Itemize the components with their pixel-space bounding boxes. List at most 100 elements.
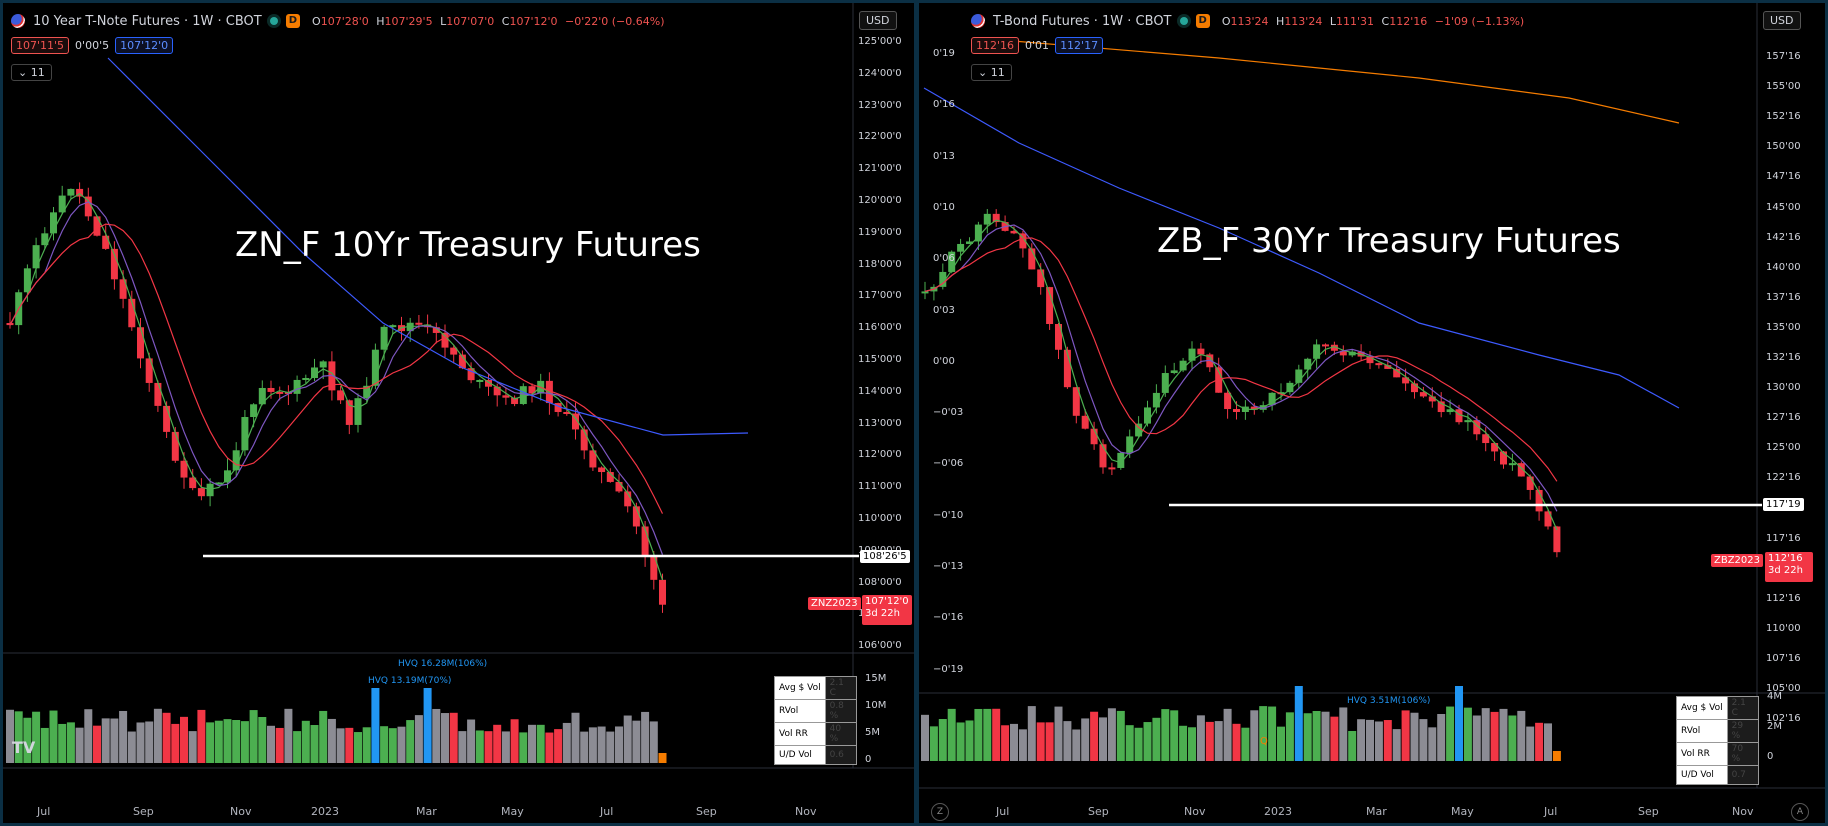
volume-bar [275, 727, 284, 763]
chart-panel-zn[interactable]: 10 Year T-Note Futures · 1W · CBOT D O10… [3, 3, 914, 823]
symbol-title[interactable]: T-Bond Futures · 1W · CBOT [993, 13, 1172, 29]
volume-bar [397, 726, 406, 763]
volume-bar [1517, 710, 1526, 761]
sell-button[interactable]: 112'16 [971, 37, 1020, 54]
axis-tick-label: 102'16 [1766, 713, 1801, 725]
volume-bar [1250, 710, 1259, 761]
candle-body [1215, 367, 1223, 393]
axis-tick-label: 105'00 [1766, 683, 1801, 695]
volume-bar [6, 709, 14, 763]
volume-bar [1330, 716, 1339, 761]
volume-bar [1401, 710, 1410, 761]
candle-body [23, 268, 31, 293]
volume-bar [1152, 717, 1161, 761]
candle-body [589, 450, 597, 468]
candle-body [1081, 415, 1089, 429]
time-axis-label: Jul [37, 805, 51, 818]
symbol-title[interactable]: 10 Year T-Note Futures · 1W · CBOT [33, 13, 262, 29]
volume-bar [938, 719, 947, 761]
axis-tick-label: 107'16 [1766, 653, 1801, 664]
volume-bar [658, 753, 667, 763]
volume-bar [536, 724, 545, 763]
volume-bar [362, 727, 371, 763]
volume-bar [519, 732, 528, 763]
axis-tick-label: 0 [865, 754, 872, 765]
volume-bar [1205, 721, 1214, 761]
volume-bar [145, 721, 154, 763]
axis-tick-label: 0'03 [933, 304, 955, 316]
axis-tick-label: 157'16 [1766, 51, 1801, 62]
candle-body [1500, 451, 1507, 465]
ma-mid-line [9, 201, 664, 555]
candle-body [1339, 350, 1347, 356]
symbol-header[interactable]: T-Bond Futures · 1W · CBOT D O113'24 H11… [971, 11, 1524, 31]
currency-select[interactable]: USD [1763, 11, 1801, 30]
zb-chart-canvas[interactable] [919, 3, 1825, 823]
axis-tick-label: 123'00'0 [858, 99, 902, 111]
support-level-tag: 108'26'5 [860, 550, 910, 563]
volume-bar [1303, 713, 1312, 761]
candle-body [476, 379, 484, 382]
volume-bar [23, 717, 32, 763]
volume-bar [467, 719, 476, 763]
volume-bar [1455, 686, 1463, 761]
currency-select[interactable]: USD [859, 11, 897, 30]
candle-body [276, 391, 284, 394]
symbol-header[interactable]: 10 Year T-Note Futures · 1W · CBOT D O10… [11, 11, 665, 31]
chart-overlay-title: ZB_F 30Yr Treasury Futures [1157, 221, 1621, 261]
volume-bar [1063, 721, 1072, 761]
axis-tick-label: 114'00'0 [858, 385, 902, 397]
candle-body [189, 477, 197, 489]
axis-tick-label: 112'00'0 [858, 449, 902, 461]
volume-bar [1179, 725, 1188, 761]
candle-body [1411, 383, 1418, 393]
volume-bar [1027, 706, 1036, 761]
tradingview-logo[interactable]: TV [12, 738, 36, 757]
axis-tick-label: 135'00 [1766, 321, 1801, 333]
volume-bar [649, 721, 658, 763]
axis-tick-label: 147'16 [1766, 171, 1801, 183]
volume-bar [1526, 726, 1535, 761]
candle-body [1286, 382, 1294, 393]
volume-bar [1419, 719, 1428, 761]
candle-body [50, 212, 57, 234]
candle-body [311, 367, 318, 379]
candle-body [389, 325, 397, 328]
axis-tick-label: −0'16 [933, 612, 964, 624]
hvq-label: HVQ 3.51M(106%) [1347, 696, 1431, 706]
timezone-button[interactable]: Z [931, 803, 949, 821]
delayed-badge: D [285, 14, 301, 28]
auto-scale-button[interactable]: A [1791, 803, 1809, 821]
volume-bar [1277, 726, 1285, 761]
buy-button[interactable]: 112'17 [1055, 37, 1104, 54]
indicators-toggle[interactable]: ⌄ 11 [971, 64, 1012, 81]
candle-body [1482, 434, 1490, 444]
indicators-toggle[interactable]: ⌄ 11 [11, 64, 52, 81]
chart-overlay-title: ZN_F 10Yr Treasury Futures [235, 225, 701, 265]
time-axis-label: Sep [1638, 805, 1659, 818]
candle-body [58, 195, 66, 213]
time-axis-label: Sep [133, 805, 154, 818]
zn-chart-canvas[interactable] [3, 3, 914, 823]
volume-bar [1001, 725, 1010, 761]
volume-bar [180, 716, 188, 763]
candle-body [1366, 356, 1374, 364]
chart-panel-zb[interactable]: T-Bond Futures · 1W · CBOT D O113'24 H11… [919, 3, 1825, 823]
chevron-down-icon: ⌄ [18, 66, 28, 79]
buy-button[interactable]: 107'12'0 [115, 37, 174, 54]
volume-bar [632, 720, 641, 763]
volume-bar [1312, 711, 1321, 761]
candle-body [1135, 423, 1143, 437]
volume-bar [110, 718, 119, 763]
volume-bar [1170, 710, 1179, 761]
candle-body [84, 196, 92, 217]
candle-body [624, 491, 632, 507]
hvq-label: HVQ 13.19M(70%) [368, 676, 452, 686]
us-flag-icon [971, 14, 985, 28]
sell-button[interactable]: 107'11'5 [11, 37, 70, 54]
candle-body [1313, 344, 1321, 359]
axis-tick-label: 0 [1767, 751, 1774, 762]
candle-body [511, 397, 519, 405]
volume-bar [1285, 712, 1294, 761]
candle-body [371, 349, 379, 386]
